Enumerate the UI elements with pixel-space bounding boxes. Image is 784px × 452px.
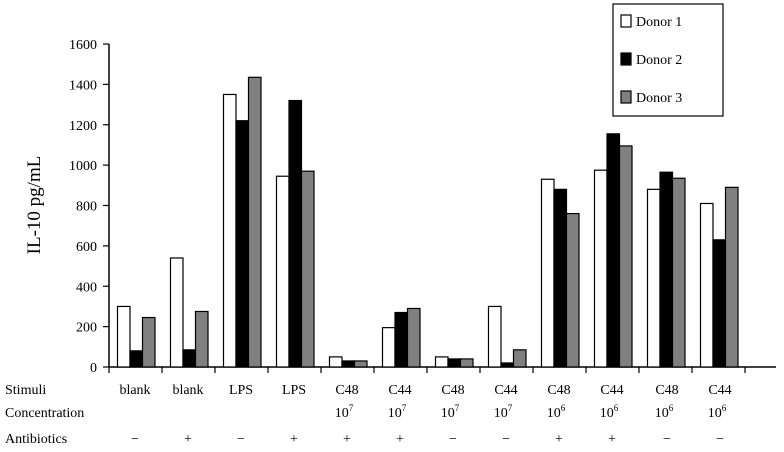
legend-swatch (620, 52, 632, 66)
bar (394, 311, 409, 368)
stimuli-label: C48 (655, 383, 678, 398)
bar (353, 360, 368, 368)
bar (699, 202, 714, 368)
stimuli-label: blank (119, 383, 150, 398)
concentration-label: 106 (547, 403, 566, 421)
bar (406, 307, 421, 368)
bar (328, 356, 343, 368)
bar (565, 212, 580, 368)
bar (222, 93, 237, 368)
bar (288, 99, 303, 368)
bar (593, 169, 608, 368)
antibiotics-label: + (396, 432, 404, 447)
y-tick-label: 200 (76, 321, 97, 336)
bar (182, 349, 197, 368)
bar (129, 350, 144, 368)
bar (275, 175, 290, 368)
concentration-label: 107 (335, 403, 354, 421)
bar (247, 76, 262, 368)
bar (434, 356, 449, 368)
y-tick-label: 1600 (69, 38, 97, 53)
bar (300, 170, 315, 368)
bar (724, 186, 739, 368)
concentration-label: 107 (388, 403, 407, 421)
antibiotics-label: − (449, 432, 457, 447)
stimuli-label: C44 (494, 383, 517, 398)
y-tick-label: 1200 (69, 119, 97, 134)
bar (659, 171, 674, 368)
concentration-label: 106 (600, 403, 619, 421)
stimuli-label: LPS (282, 383, 306, 398)
y-tick-label: 600 (76, 240, 97, 255)
bar (116, 305, 131, 368)
bar (500, 362, 515, 368)
bar (459, 358, 474, 368)
stimuli-label: C48 (441, 383, 464, 398)
legend-swatch (620, 90, 632, 104)
bar (447, 358, 462, 368)
y-tick-label: 1000 (69, 159, 97, 174)
antibiotics-label: + (184, 432, 192, 447)
bar (618, 145, 633, 368)
legend-label: Donor 2 (636, 53, 682, 68)
antibiotics-label: + (343, 432, 351, 447)
bar (712, 239, 727, 368)
legend-label: Donor 1 (636, 15, 682, 30)
stimuli-label: C44 (600, 383, 623, 398)
bar (646, 188, 661, 368)
bar (341, 360, 356, 368)
concentration-label: 106 (708, 403, 727, 421)
concentration-label: 107 (494, 403, 513, 421)
y-axis-label: IL-10 pg/mL (24, 156, 45, 255)
axes: 0 200 400 600 800 1000 1200 1400 1600 (69, 38, 776, 376)
bar (141, 316, 156, 368)
antibiotics-label: + (555, 432, 563, 447)
stimuli-label: LPS (229, 383, 253, 398)
legend-label: Donor 3 (636, 91, 682, 106)
antibiotics-label: + (608, 432, 616, 447)
y-tick-label: 1400 (69, 78, 97, 93)
antibiotics-label: − (237, 432, 245, 447)
antibiotics-label: + (290, 432, 298, 447)
bar (540, 178, 555, 368)
bar (512, 349, 527, 368)
antibiotics-label: − (502, 432, 510, 447)
bar (169, 257, 184, 368)
category-rows: Stimuli Concentration Antibiotics blank − bla… (5, 383, 732, 447)
row-label-concentration: Concentration (5, 406, 84, 421)
bar (671, 177, 686, 368)
concentration-label: 106 (655, 403, 674, 421)
row-label-stimuli: Stimuli (5, 383, 46, 398)
legend-swatch (620, 14, 632, 28)
bar (194, 310, 209, 368)
stimuli-label: blank (172, 383, 203, 398)
bar (381, 327, 396, 368)
stimuli-label: C48 (335, 383, 358, 398)
legend: Donor 1 Donor 2 Donor 3 (612, 3, 724, 117)
bar (487, 305, 502, 368)
y-tick-label: 0 (90, 361, 97, 376)
antibiotics-label: − (663, 432, 671, 447)
bars (116, 76, 739, 368)
concentration-label: 107 (441, 403, 460, 421)
antibiotics-label: − (131, 432, 139, 447)
stimuli-label: C48 (547, 383, 570, 398)
row-label-antibiotics: Antibiotics (5, 432, 67, 447)
y-tick-label: 400 (76, 280, 97, 295)
y-tick-label: 800 (76, 200, 97, 215)
bar (606, 133, 621, 368)
bar (235, 120, 250, 368)
bar (553, 188, 568, 368)
stimuli-label: C44 (388, 383, 411, 398)
stimuli-label: C44 (708, 383, 731, 398)
antibiotics-label: − (716, 432, 724, 447)
